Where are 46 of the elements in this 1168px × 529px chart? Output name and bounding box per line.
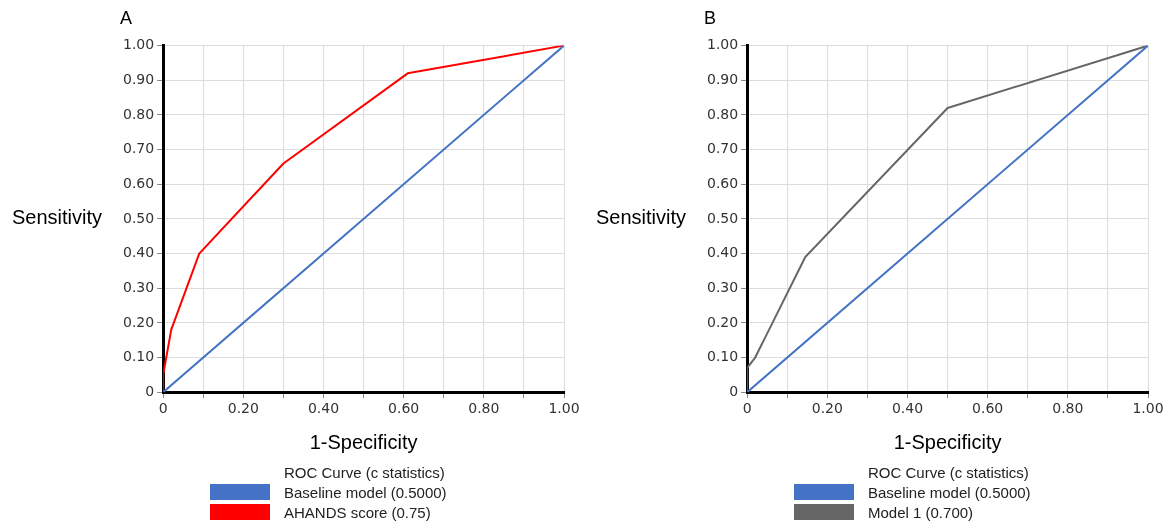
x-tick-label: 0.20 [227, 400, 259, 417]
chart-title: B [704, 7, 717, 28]
y-tick-label: 0.10 [707, 348, 739, 365]
legend-label: Baseline model (0.5000) [868, 483, 1031, 501]
legend-label: Baseline model (0.5000) [284, 483, 447, 501]
legend-label: Model 1 (0.700) [868, 503, 974, 521]
x-tick-label: 0.80 [468, 400, 500, 417]
y-tick-label: 0.40 [707, 244, 739, 261]
x-tick-label: 0.60 [388, 400, 420, 417]
y-tick-label: 0.60 [707, 174, 739, 191]
x-tick-label: 0 [158, 400, 168, 417]
y-tick-label: 0.70 [123, 140, 155, 157]
x-axis-title: 1-Specificity [893, 430, 1002, 453]
x-tick-label: 0.40 [891, 400, 924, 417]
x-tick-label: 0.60 [972, 400, 1004, 417]
x-axis-title: 1-Specificity [309, 430, 418, 453]
x-tick-label: 0 [742, 400, 752, 417]
x-tick-label: 1.00 [1132, 400, 1164, 417]
y-tick-label: 0.90 [123, 70, 155, 87]
y-axis-title: Sensitivity [596, 206, 687, 229]
y-tick-label: 0.50 [707, 209, 739, 226]
y-tick-label: 0.20 [707, 313, 739, 330]
x-tick-label: 1.00 [548, 400, 580, 417]
y-tick-label: 0.10 [123, 348, 155, 365]
y-tick-label: 0.60 [123, 174, 155, 191]
y-tick-label: 1.00 [707, 36, 739, 53]
y-tick-label: 0.30 [707, 278, 739, 295]
y-tick-label: 0.30 [123, 278, 155, 295]
y-tick-label: 0.50 [123, 209, 155, 226]
x-tick-label: 0.80 [1052, 400, 1084, 417]
y-tick-label: 0.80 [707, 105, 739, 122]
x-tick-label: 0.20 [811, 400, 843, 417]
legend-label: AHANDS score (0.75) [284, 503, 431, 521]
y-tick-label: 0.40 [123, 244, 155, 261]
y-tick-label: 0.80 [123, 105, 155, 122]
y-tick-label: 0.70 [707, 140, 739, 157]
y-tick-label: 0.90 [707, 70, 739, 87]
legend-title: ROC Curve (c statistics) [868, 462, 1030, 482]
y-axis-title: Sensitivity [12, 206, 103, 229]
y-tick-label: 0.20 [123, 313, 155, 330]
y-tick-label: 1.00 [123, 36, 155, 53]
y-tick-label: 0 [729, 382, 739, 399]
x-tick-label: 0.40 [307, 400, 340, 417]
legend-title: ROC Curve (c statistics) [284, 462, 446, 482]
chart-title: A [120, 7, 133, 28]
y-tick-label: 0 [145, 382, 155, 399]
